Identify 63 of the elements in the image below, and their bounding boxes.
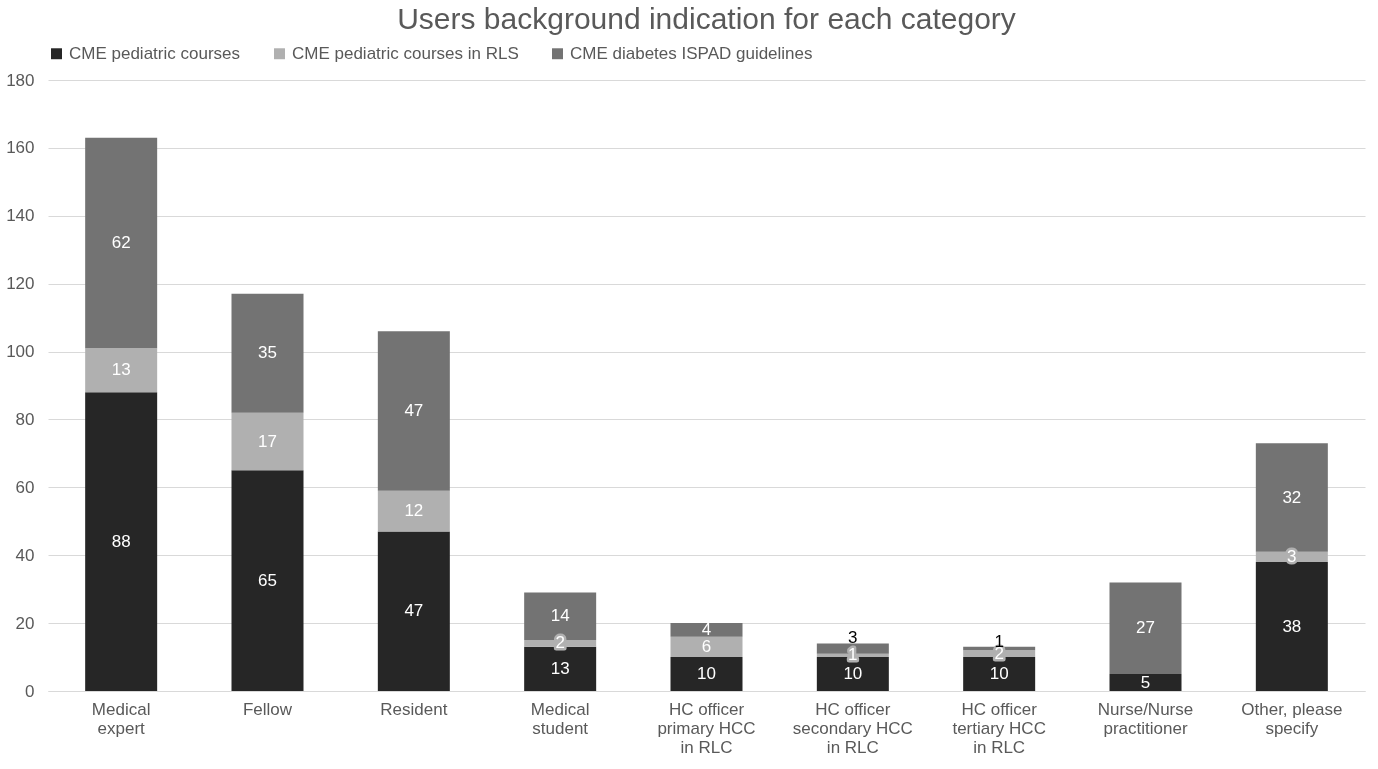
x-tick-label: Medical student	[530, 699, 590, 738]
data-label: 13	[550, 658, 570, 678]
data-label: 10	[843, 664, 863, 684]
data-label: 4	[701, 619, 712, 639]
x-tick-label: HC officer primary HCC in RLC	[657, 699, 756, 757]
bar	[231, 470, 304, 691]
data-label: 3	[848, 628, 858, 648]
data-label: 12	[404, 501, 424, 521]
bar	[670, 636, 743, 658]
bar	[231, 293, 304, 413]
y-tick-label: 0	[25, 681, 35, 701]
data-label: 62	[111, 232, 131, 252]
bar	[231, 412, 304, 471]
bar	[1109, 674, 1182, 691]
data-label: 10	[989, 664, 1009, 684]
bar	[377, 490, 450, 532]
bar	[85, 392, 158, 691]
bar	[670, 657, 743, 691]
bar	[1255, 562, 1328, 691]
data-label: 88	[111, 531, 131, 551]
data-label: 47	[404, 601, 424, 621]
bar	[1109, 582, 1182, 675]
legend-label: CME pediatric courses	[69, 43, 241, 63]
y-tick-label: 40	[15, 545, 35, 565]
y-tick-label: 20	[15, 613, 35, 633]
y-tick-label: 60	[15, 477, 35, 497]
x-tick-label: HC officer tertiary HCC in RLC	[952, 699, 1046, 757]
bar	[963, 657, 1036, 691]
data-label: 47	[404, 400, 424, 420]
data-label: 3	[1287, 546, 1297, 566]
legend-label: CME diabetes ISPAD guidelines	[570, 43, 813, 63]
bar	[524, 646, 597, 691]
data-label: 14	[550, 606, 570, 626]
bar	[85, 348, 158, 393]
x-tick-label: Nurse/Nurse practitioner	[1097, 699, 1194, 738]
x-tick-label: Resident	[380, 699, 448, 719]
bar	[670, 623, 743, 637]
legend-label: CME pediatric courses in RLS	[292, 43, 519, 63]
y-tick-label: 140	[6, 206, 35, 226]
y-tick-label: 160	[6, 138, 35, 158]
bar	[377, 331, 450, 491]
data-label: 6	[701, 636, 712, 656]
x-tick-label: HC officer secondary HCC in RLC	[792, 699, 913, 757]
data-label: 35	[258, 343, 277, 363]
data-label: 13	[111, 360, 131, 380]
bar	[377, 531, 450, 691]
y-tick-label: 80	[15, 409, 35, 429]
x-tick-label: Other, please specify	[1241, 699, 1343, 738]
y-tick-label: 100	[6, 342, 35, 362]
x-tick-label: Medical expert	[91, 699, 151, 738]
data-label: 10	[697, 664, 716, 684]
data-label: 17	[258, 431, 277, 451]
bar	[85, 137, 158, 349]
data-label: 65	[258, 570, 277, 590]
x-tick-label: Fellow	[242, 699, 293, 719]
bar	[1255, 443, 1328, 552]
data-label: 38	[1282, 616, 1302, 636]
data-label: 5	[1140, 672, 1151, 692]
y-tick-label: 120	[6, 274, 35, 294]
data-label: 32	[1282, 487, 1302, 507]
chart-title: Users background indication for each category	[397, 2, 1016, 35]
data-label: 27	[1136, 618, 1155, 638]
y-tick-label: 180	[6, 70, 35, 90]
